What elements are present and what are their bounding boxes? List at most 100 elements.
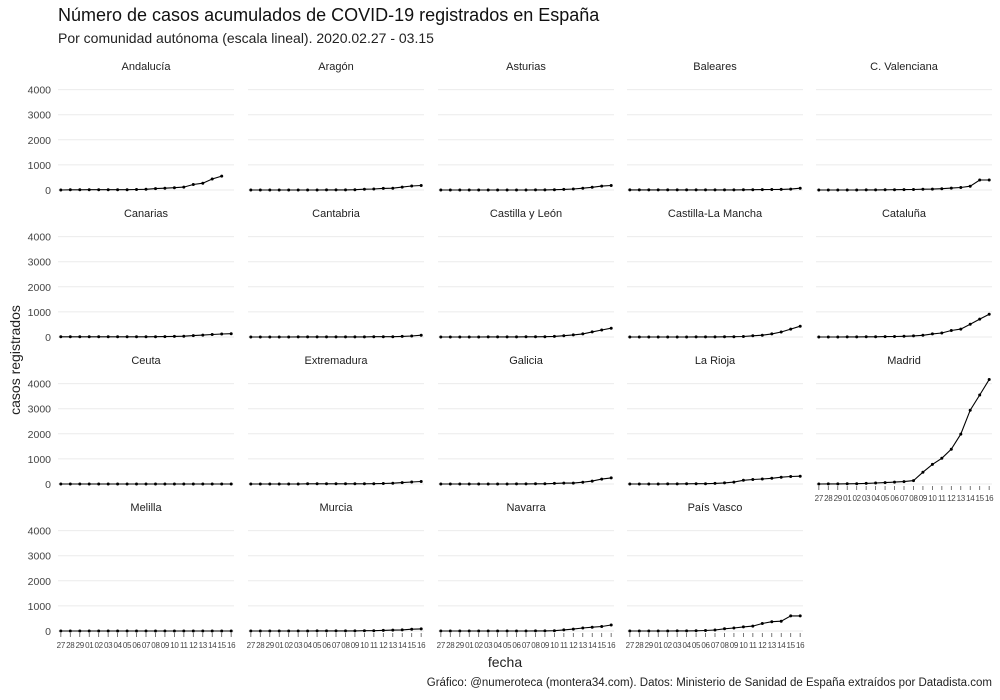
data-point [486,482,490,486]
data-point [172,186,176,190]
data-point [135,188,138,191]
data-point [912,479,915,483]
x-tick-label: 29 [834,494,843,503]
data-point [912,334,915,338]
panel-title: Castilla y León [490,208,562,220]
x-tick-label: 13 [199,641,208,650]
data-point [836,188,840,192]
data-point [144,629,148,633]
x-tick-label: 12 [189,641,198,650]
data-point [826,335,830,339]
data-point [68,335,72,339]
data-point [344,629,347,633]
data-point [609,623,613,627]
data-point [552,188,556,192]
x-tick-label: 01 [465,641,474,650]
data-point [789,187,793,191]
x-tick-label: 29 [645,641,654,650]
x-tick-label: 05 [503,641,512,650]
panel-title: Melilla [130,502,162,514]
data-point [798,186,802,190]
data-point [675,188,679,192]
data-point [864,188,868,192]
x-tick-label: 28 [256,641,265,650]
panel-title: Canarias [124,208,169,220]
data-point [543,629,547,633]
x-tick-label: 02 [853,494,862,503]
data-point [921,470,925,474]
data-point [515,188,518,192]
data-point [959,327,963,331]
data-point [97,482,101,486]
data-point [770,620,774,624]
data-point [229,629,233,633]
data-point [439,629,443,633]
data-point [883,481,887,485]
data-point [372,629,376,633]
data-point [600,328,604,332]
x-tick-label: 02 [285,641,294,650]
data-point [836,335,840,339]
x-tick-label: 12 [379,641,388,650]
data-point [921,333,925,337]
data-point [694,188,698,192]
data-point [249,482,253,486]
data-point [172,334,176,338]
data-point [732,480,736,484]
panel-title: C. Valenciana [870,61,939,73]
x-tick-label: 14 [777,641,786,650]
data-point [268,335,272,339]
data-point [505,629,509,633]
data-point [229,332,233,336]
data-point [675,335,679,339]
x-tick-label: 06 [512,641,521,650]
data-point [883,188,887,192]
data-point [191,629,195,633]
data-point [477,482,481,486]
data-point [467,335,471,339]
data-point [439,188,443,192]
data-point [685,629,689,633]
data-point [704,188,707,192]
x-tick-label: 14 [208,641,217,650]
data-point [229,482,233,486]
data-point [277,188,281,192]
data-point [845,335,849,339]
x-tick-label: 28 [635,641,644,650]
data-point [637,188,641,192]
x-tick-label: 08 [151,641,160,650]
data-point [751,624,755,628]
y-tick-label: 3000 [28,257,52,269]
data-point [191,334,195,338]
data-point [543,188,547,192]
x-tick-label: 13 [768,641,777,650]
x-tick-label: 27 [247,641,256,650]
data-point [106,629,110,633]
data-point [87,629,91,633]
data-point [978,393,982,397]
data-point [770,188,774,191]
x-tick-label: 28 [824,494,833,503]
data-point [571,333,575,337]
x-tick-label: 04 [493,641,502,650]
data-point [826,188,830,192]
data-point [344,335,347,339]
panel-title: Baleares [693,61,737,73]
data-point [855,482,859,486]
data-point [334,629,338,633]
data-point [372,187,376,191]
x-tick-label: 09 [919,494,928,503]
y-tick-label: 2000 [28,429,52,441]
data-point [628,188,632,192]
data-point [362,482,366,486]
panel-title: Murcia [319,502,353,514]
data-point [78,335,82,339]
data-point [836,482,840,486]
x-tick-label: 16 [417,641,426,650]
x-tick-label: 05 [881,494,890,503]
data-point [59,188,63,192]
x-tick-label: 08 [341,641,350,650]
x-tick-label: 05 [123,641,132,650]
data-point [968,322,972,326]
x-tick-label: 15 [787,641,796,650]
